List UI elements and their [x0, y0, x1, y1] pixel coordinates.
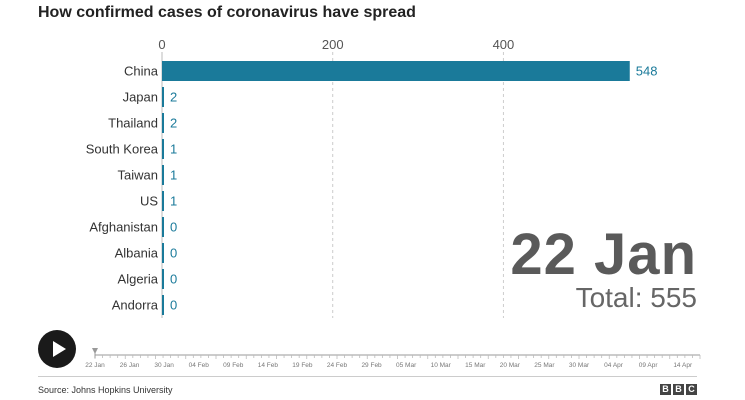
x-tick-label: 200: [322, 37, 344, 52]
timeline-label: 30 Mar: [569, 362, 590, 369]
bar-chart: 0 200 400 China 548 Japan 2 Thailand 2 South Kore…: [86, 37, 658, 318]
bar: [162, 243, 164, 263]
category-label: US: [140, 194, 158, 209]
bar: [162, 113, 164, 133]
data-label: 0: [170, 246, 177, 261]
bar: [162, 139, 164, 159]
data-label: 0: [170, 220, 177, 235]
timeline-label: 09 Feb: [223, 362, 244, 369]
timeline-label: 10 Mar: [431, 362, 452, 369]
timeline-label: 30 Jan: [154, 362, 174, 369]
x-tick-label: 400: [493, 37, 515, 52]
bar: [162, 165, 164, 185]
bar: [162, 295, 164, 315]
category-label: Afghanistan: [89, 220, 158, 235]
play-icon: [53, 341, 66, 357]
bar: [162, 87, 164, 107]
data-label: 548: [636, 64, 658, 79]
timeline-label: 15 Mar: [465, 362, 486, 369]
timeline-label: 14 Feb: [258, 362, 279, 369]
logo-letter-b1: B: [660, 384, 671, 395]
data-label: 2: [170, 116, 177, 131]
data-label: 1: [170, 168, 177, 183]
timeline-label: 24 Feb: [327, 362, 348, 369]
category-label: Japan: [123, 90, 158, 105]
chart-title: How confirmed cases of coronavirus have …: [38, 4, 416, 21]
timeline-label: 20 Mar: [500, 362, 521, 369]
bar: [162, 269, 164, 289]
category-label: Albania: [115, 246, 159, 261]
x-tick-label: 0: [158, 37, 165, 52]
timeline-label: 19 Feb: [292, 362, 313, 369]
category-label: South Korea: [86, 142, 159, 157]
timeline-slider[interactable]: 22 Jan 26 Jan 30 Jan 04 Feb 09 Feb 14 Feb 19 F…: [0, 340, 745, 372]
timeline-label: 04 Apr: [604, 362, 624, 369]
data-label: 1: [170, 194, 177, 209]
source-note: Source: Johns Hopkins University: [38, 385, 173, 395]
footer-divider: [38, 376, 697, 377]
logo-letter-b2: B: [673, 384, 684, 395]
data-label: 0: [170, 298, 177, 313]
timeline-label: 05 Mar: [396, 362, 417, 369]
bar: [162, 217, 164, 237]
total-count: Total: 555: [575, 282, 697, 313]
category-label: China: [124, 64, 159, 79]
category-label: Algeria: [118, 272, 159, 287]
timeline-label: 29 Feb: [361, 362, 382, 369]
play-button[interactable]: [38, 330, 76, 368]
category-label: Thailand: [108, 116, 158, 131]
timeline-label: 04 Feb: [189, 362, 210, 369]
category-label: Taiwan: [118, 168, 158, 183]
category-label: Andorra: [112, 298, 159, 313]
timeline-label: 26 Jan: [120, 362, 140, 369]
bar: [162, 61, 630, 81]
bbc-logo: B B C: [660, 384, 697, 395]
timeline-label: 09 Apr: [639, 362, 659, 369]
data-label: 1: [170, 142, 177, 157]
data-label: 2: [170, 90, 177, 105]
current-date: 22 Jan: [510, 222, 697, 287]
timeline-label: 22 Jan: [85, 362, 105, 369]
bar: [162, 191, 164, 211]
timeline-label: 14 Apr: [673, 362, 693, 369]
logo-letter-c: C: [686, 384, 697, 395]
data-label: 0: [170, 272, 177, 287]
timeline-label: 25 Mar: [534, 362, 555, 369]
